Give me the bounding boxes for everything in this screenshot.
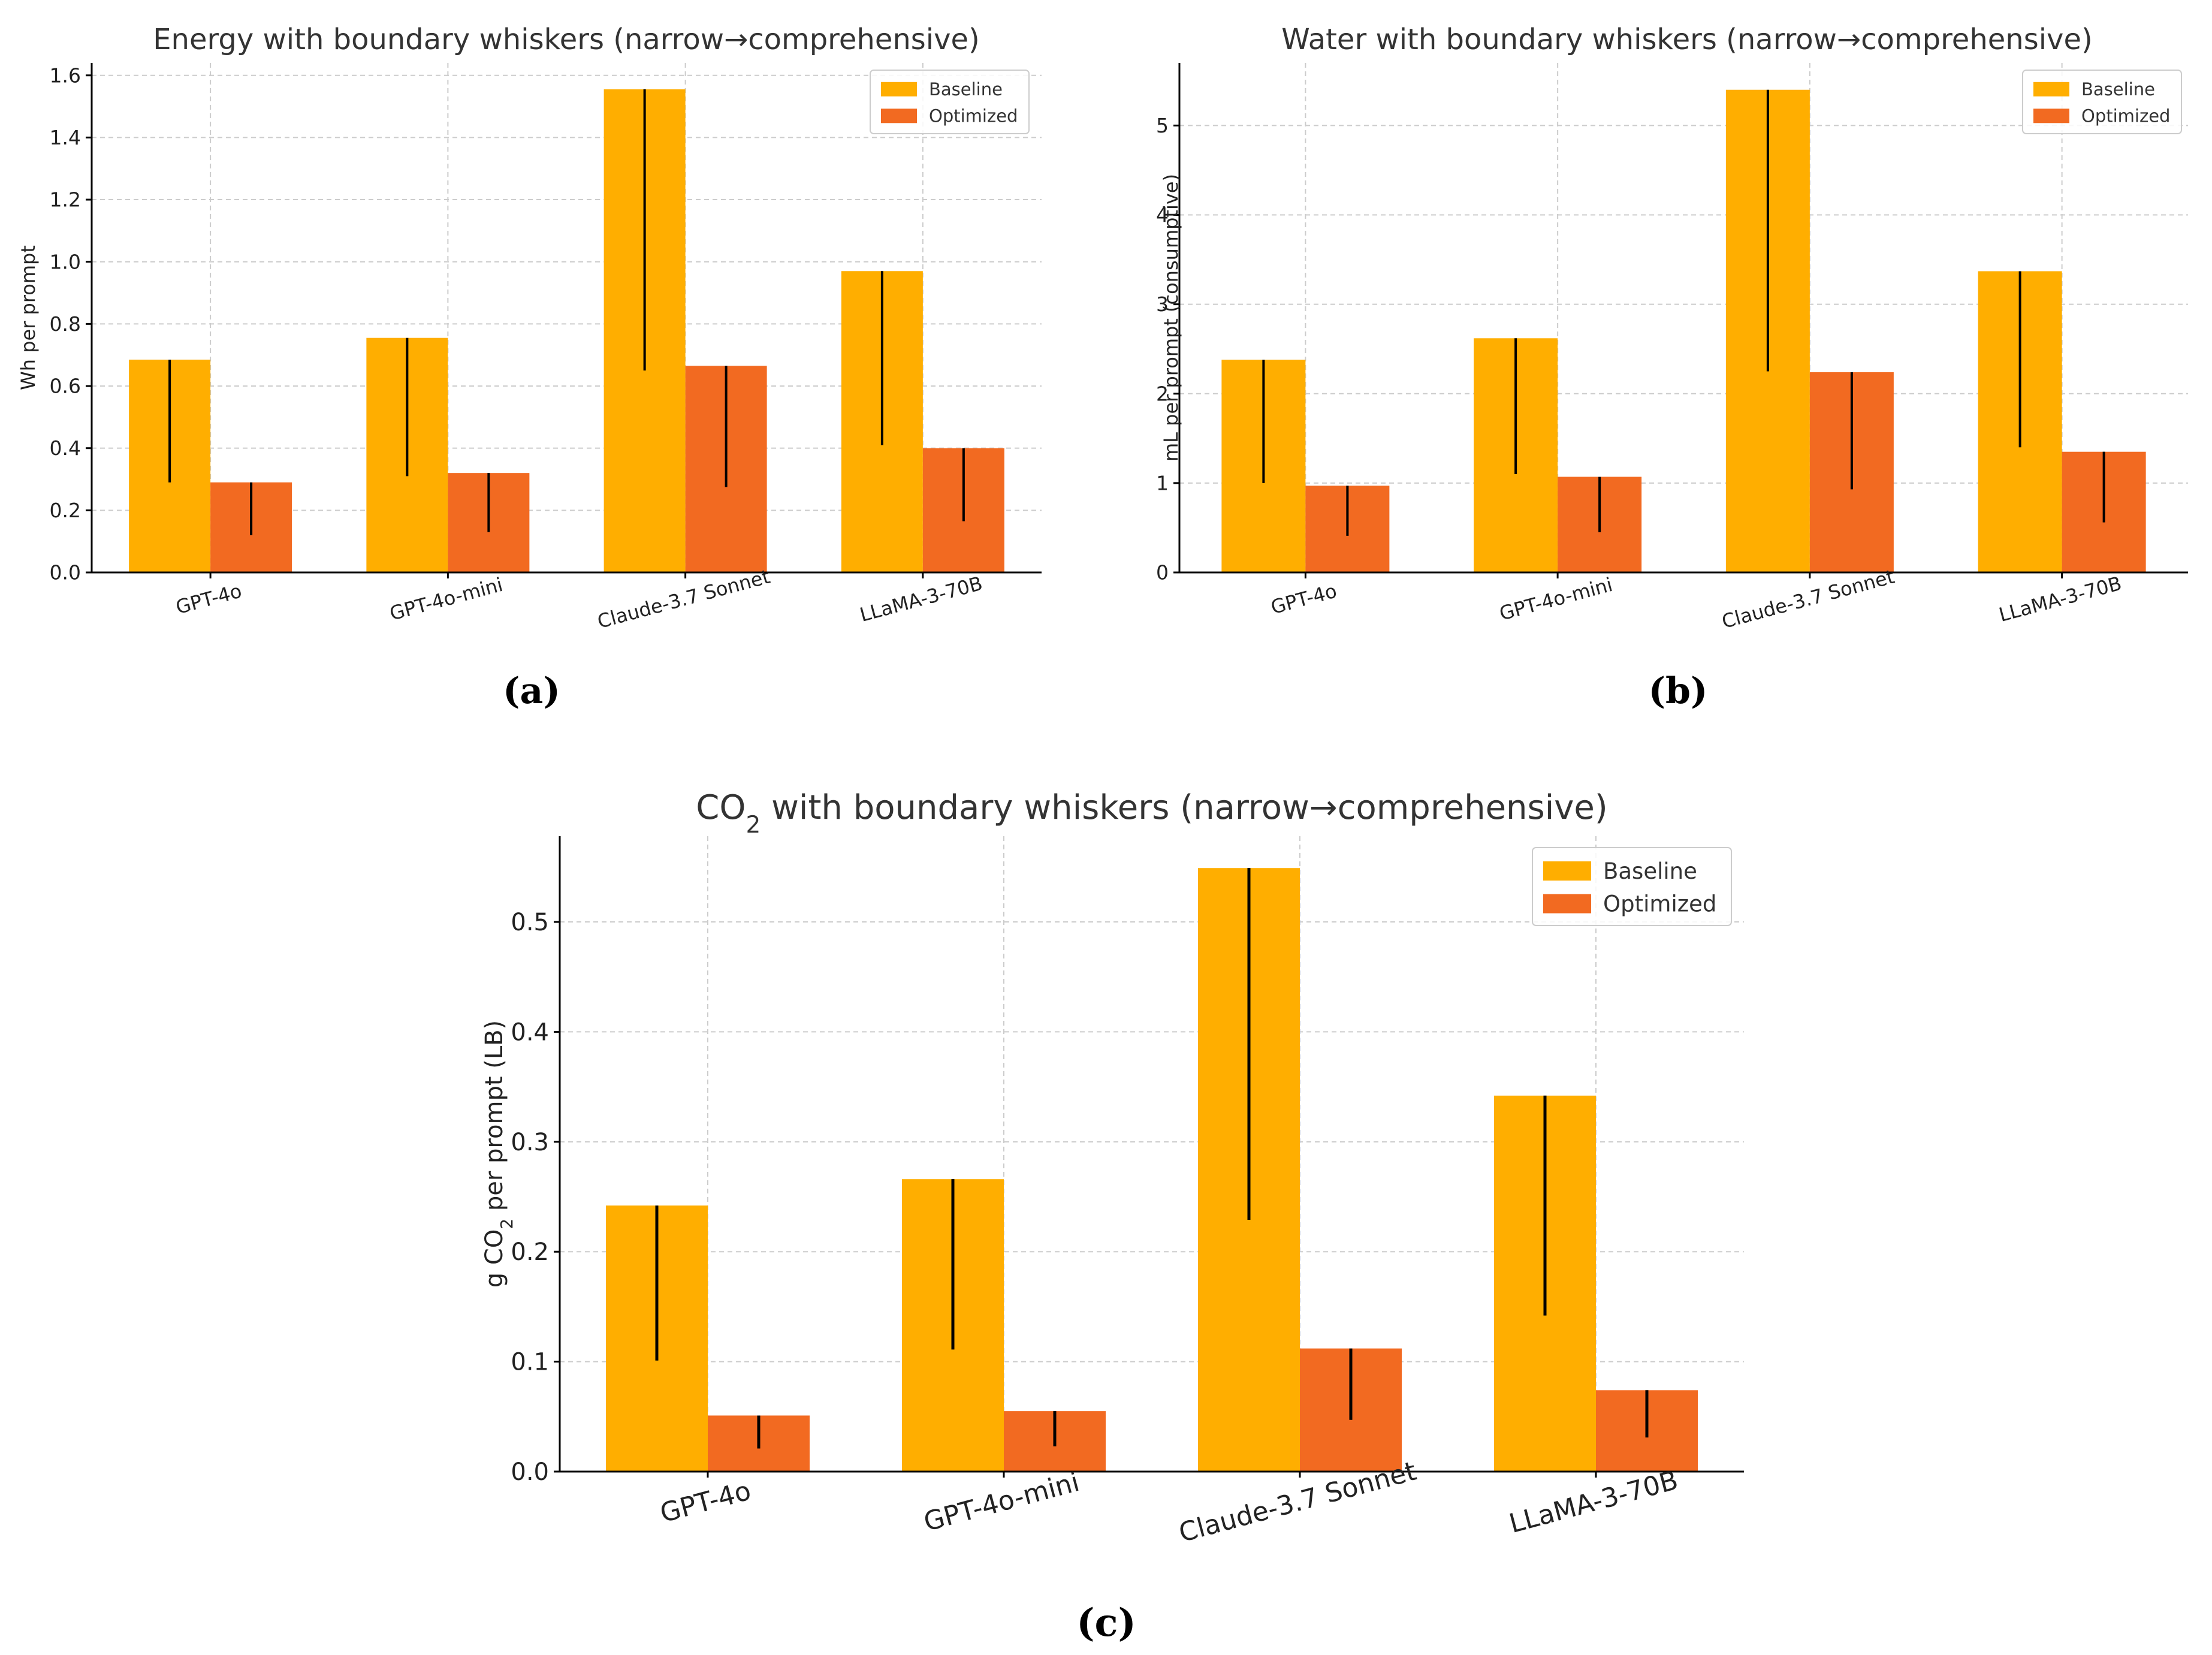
panel-co2: 0.0 0.1 0.2 0.3 0.4 0.5 GPT-4o GPT-4o-mini Claud… xyxy=(0,737,2212,1655)
x-tick-label-claude-3-7-sonnet: Claude-3.7 Sonnet xyxy=(595,565,772,633)
y-tick-label: 0.1 xyxy=(511,1349,549,1376)
legend-swatch-baseline xyxy=(2033,82,2069,97)
legend-swatch-baseline xyxy=(1543,861,1591,881)
y-tick-label: 4 xyxy=(1156,203,1169,227)
x-tick-label-claude-3-7-sonnet: Claude-3.7 Sonnet xyxy=(1719,565,1897,633)
y-tick-label: 5 xyxy=(1156,114,1169,137)
legend: Baseline Optimized xyxy=(2022,70,2182,134)
chart-title: Energy with boundary whiskers (narrow→co… xyxy=(153,23,980,56)
panel-water: 0 1 2 3 4 5 GPT-4o GPT-4o-mini Claude-3.7 Sonnet… xyxy=(1106,0,2212,737)
y-axis-label: Wh per prompt xyxy=(17,245,40,390)
y-tick-label: 2 xyxy=(1156,382,1169,405)
x-tick-label-llama-3-70b: LLaMA-3-70B xyxy=(1996,572,2124,626)
y-tick-label: 0.4 xyxy=(50,436,81,460)
y-tick-label: 0.2 xyxy=(511,1238,549,1266)
x-tick-label-gpt-4o: GPT-4o xyxy=(173,580,244,619)
legend-swatch-optimized xyxy=(881,108,917,123)
legend-swatch-optimized xyxy=(2033,108,2069,123)
legend: Baseline Optimized xyxy=(870,70,1030,134)
energy-chart: 0.0 0.2 0.4 0.6 0.8 1.0 1.2 1.4 1.6 GPT-4o GPT-4o-… xyxy=(17,23,1042,633)
caption-b: (b) xyxy=(1648,670,1708,712)
legend: Baseline Optimized xyxy=(1532,847,1732,926)
x-tick-label-llama-3-70b: LLaMA-3-70B xyxy=(858,572,985,626)
chart-title: Water with boundary whiskers (narrow→com… xyxy=(1281,23,2092,56)
y-tick-label: 0.3 xyxy=(511,1129,549,1156)
legend-label-baseline: Baseline xyxy=(1603,858,1697,884)
y-tick-label: 0.0 xyxy=(511,1458,549,1486)
y-tick-label: 3 xyxy=(1156,293,1169,316)
y-tick-label: 0.2 xyxy=(50,499,81,522)
y-tick-label: 1 xyxy=(1156,471,1169,495)
y-tick-label: 0.6 xyxy=(50,375,81,398)
y-tick-label: 1.4 xyxy=(50,126,81,149)
x-tick-label-gpt-4o-mini: GPT-4o-mini xyxy=(921,1467,1082,1538)
panel-energy: 0.0 0.2 0.4 0.6 0.8 1.0 1.2 1.4 1.6 GPT-4o GPT-4o-… xyxy=(0,0,1106,737)
y-tick-label: 0 xyxy=(1156,561,1169,584)
y-axis-label: mL per prompt (consumptive) xyxy=(1160,174,1182,462)
y-tick-label: 1.6 xyxy=(50,64,81,87)
legend-label-optimized: Optimized xyxy=(2081,105,2170,126)
legend-label-optimized: Optimized xyxy=(1603,891,1716,917)
caption-a: (a) xyxy=(503,670,560,712)
x-tick-label-gpt-4o: GPT-4o xyxy=(1268,580,1339,619)
x-tick-label-gpt-4o-mini: GPT-4o-mini xyxy=(1497,573,1615,625)
y-tick-label: 0.0 xyxy=(50,561,81,584)
water-chart: 0 1 2 3 4 5 GPT-4o GPT-4o-mini Claude-3.7 Sonnet… xyxy=(1156,23,2188,633)
legend-label-optimized: Optimized xyxy=(929,105,1018,126)
legend-label-baseline: Baseline xyxy=(929,79,1003,100)
x-tick-label-gpt-4o-mini: GPT-4o-mini xyxy=(387,573,505,625)
legend-swatch-optimized xyxy=(1543,894,1591,914)
legend-swatch-baseline xyxy=(881,82,917,97)
legend-label-baseline: Baseline xyxy=(2081,79,2155,100)
chart-title: CO2 with boundary whiskers (narrow→compr… xyxy=(696,788,1607,839)
y-tick-label: 1.0 xyxy=(50,250,81,273)
y-tick-label: 1.2 xyxy=(50,188,81,212)
y-tick-label: 0.5 xyxy=(511,909,549,936)
y-tick-label: 0.8 xyxy=(50,312,81,336)
y-tick-label: 0.4 xyxy=(511,1018,549,1046)
x-tick-label-llama-3-70b: LLaMA-3-70B xyxy=(1506,1465,1681,1539)
caption-c: (c) xyxy=(1076,1600,1136,1645)
x-tick-label-gpt-4o: GPT-4o xyxy=(657,1475,754,1529)
